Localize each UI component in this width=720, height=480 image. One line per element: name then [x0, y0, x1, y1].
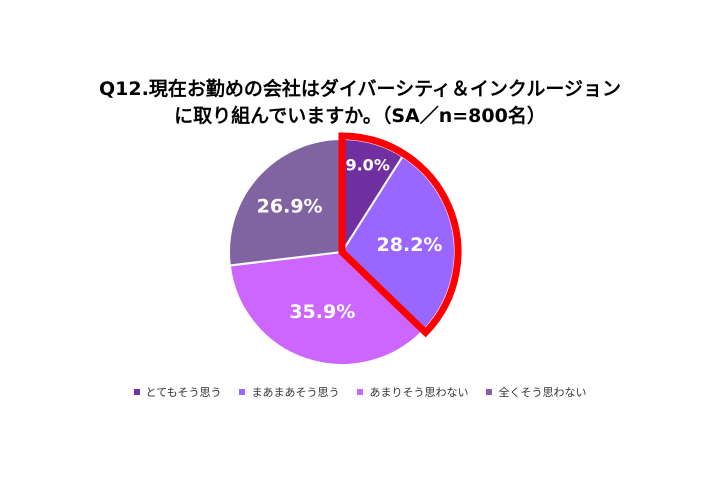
legend-swatch: [357, 389, 364, 395]
data-label-1: 9.0%: [345, 156, 389, 175]
legend-label: とてもそう思う: [145, 386, 222, 399]
legend-item-3: あまりそう思わない: [357, 384, 468, 400]
data-label-3: 35.9%: [289, 301, 355, 323]
data-label-4: 26.9%: [257, 196, 323, 218]
legend-swatch: [239, 389, 246, 395]
legend-swatch: [133, 389, 140, 395]
legend-swatch: [486, 389, 493, 395]
legend-label: まあまあそう思う: [251, 386, 340, 399]
legend-item-2: まあまあそう思う: [239, 384, 339, 400]
chart-title-line-1: Q12.現在お勤めの会社はダイバーシティ＆インクルージョン: [99, 78, 621, 100]
legend-item-4: 全くそう思わない: [486, 384, 586, 400]
pie-slice-3: [228, 250, 425, 366]
legend-label: あまりそう思わない: [369, 386, 469, 399]
legend-item-1: とてもそう思う: [133, 384, 222, 400]
highlight-outline: [338, 132, 462, 338]
chart-legend: とてもそう思う まあまあそう思う あまりそう思わない 全くそう思わない: [0, 384, 720, 400]
legend-label: 全くそう思わない: [498, 386, 587, 399]
pie-slice-4: [228, 137, 343, 267]
data-label-2: 28.2%: [377, 234, 443, 256]
chart-title-line-2: に取り組んでいますか。（SA／n=800名）: [174, 105, 546, 127]
